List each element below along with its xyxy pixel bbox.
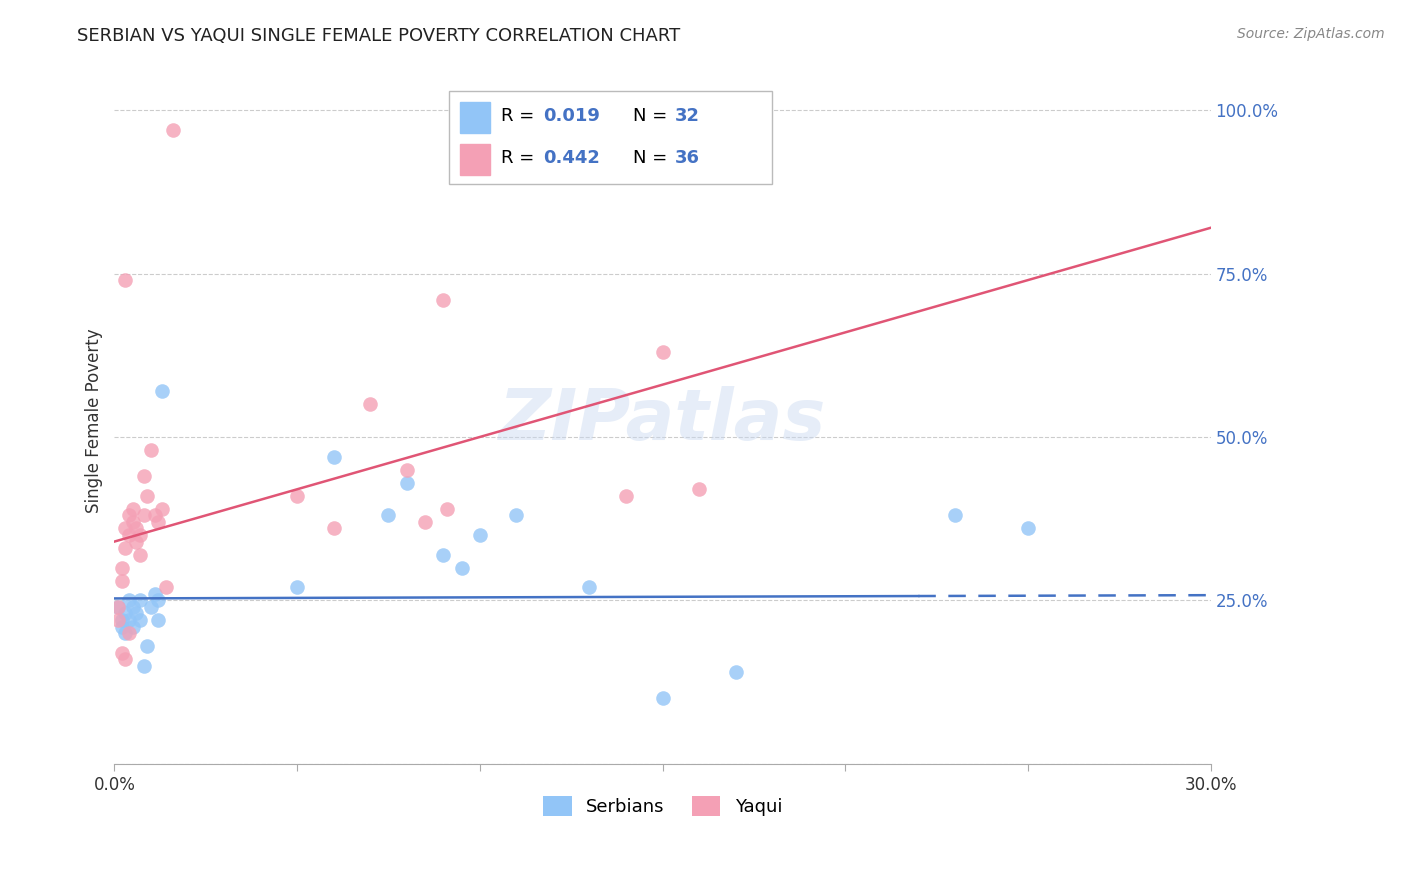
Point [505, 508, 527, 523]
Point [155, 580, 177, 594]
Y-axis label: Single Female Poverty: Single Female Poverty [86, 328, 103, 513]
Point [436, 501, 458, 516]
Point [395, 463, 418, 477]
Point [129, 548, 152, 562]
Point [129, 528, 152, 542]
Point [107, 613, 129, 627]
Point [139, 443, 162, 458]
Point [450, 560, 472, 574]
Point [114, 607, 136, 621]
Point [614, 489, 637, 503]
Point [468, 528, 491, 542]
Point [285, 489, 308, 503]
Point [688, 483, 710, 497]
Point [148, 613, 170, 627]
Point [107, 599, 129, 614]
Legend: Serbians, Yaqui: Serbians, Yaqui [536, 789, 790, 823]
Point [322, 521, 344, 535]
Point [111, 619, 134, 633]
Point [111, 613, 134, 627]
Point [432, 293, 454, 307]
Point [111, 574, 134, 588]
Point [125, 534, 148, 549]
Point [118, 613, 141, 627]
Point [132, 658, 155, 673]
Text: N =: N = [633, 149, 673, 167]
Text: 36: 36 [675, 149, 700, 167]
Point [132, 469, 155, 483]
Point [148, 515, 170, 529]
Point [125, 521, 148, 535]
Point [118, 508, 141, 523]
Point [121, 619, 143, 633]
Text: 32: 32 [675, 107, 700, 125]
FancyBboxPatch shape [449, 91, 772, 184]
Point [578, 580, 600, 594]
Point [129, 593, 152, 607]
Point [285, 580, 308, 594]
Point [162, 122, 184, 136]
Point [132, 508, 155, 523]
Point [111, 560, 134, 574]
Point [114, 273, 136, 287]
Point [724, 665, 747, 680]
Point [118, 626, 141, 640]
Text: R =: R = [502, 107, 540, 125]
Bar [460, 102, 491, 133]
Bar [460, 144, 491, 175]
Point [322, 450, 344, 464]
Text: SERBIAN VS YAQUI SINGLE FEMALE POVERTY CORRELATION CHART: SERBIAN VS YAQUI SINGLE FEMALE POVERTY C… [77, 27, 681, 45]
Point [139, 599, 162, 614]
Text: Source: ZipAtlas.com: Source: ZipAtlas.com [1237, 27, 1385, 41]
Text: R =: R = [502, 149, 540, 167]
Point [359, 397, 381, 411]
Point [114, 626, 136, 640]
Point [651, 345, 673, 359]
Text: 0.442: 0.442 [543, 149, 600, 167]
Point [114, 521, 136, 535]
Text: N =: N = [633, 107, 673, 125]
Point [413, 515, 436, 529]
Point [114, 652, 136, 666]
Point [136, 489, 159, 503]
Point [121, 515, 143, 529]
Point [377, 508, 399, 523]
Text: 0.019: 0.019 [543, 107, 600, 125]
Point [118, 593, 141, 607]
Point [114, 541, 136, 555]
Point [111, 646, 134, 660]
Point [432, 548, 454, 562]
Point [136, 639, 159, 653]
Point [150, 501, 173, 516]
Point [129, 613, 152, 627]
Point [395, 475, 418, 490]
Point [143, 508, 166, 523]
Point [651, 691, 673, 706]
Point [121, 599, 143, 614]
Point [125, 607, 148, 621]
Point [943, 508, 966, 523]
Point [150, 384, 173, 399]
Point [148, 593, 170, 607]
Point [143, 587, 166, 601]
Point [118, 528, 141, 542]
Point [107, 599, 129, 614]
Text: ZIPatlas: ZIPatlas [499, 386, 827, 455]
Point [121, 501, 143, 516]
Point [1017, 521, 1039, 535]
